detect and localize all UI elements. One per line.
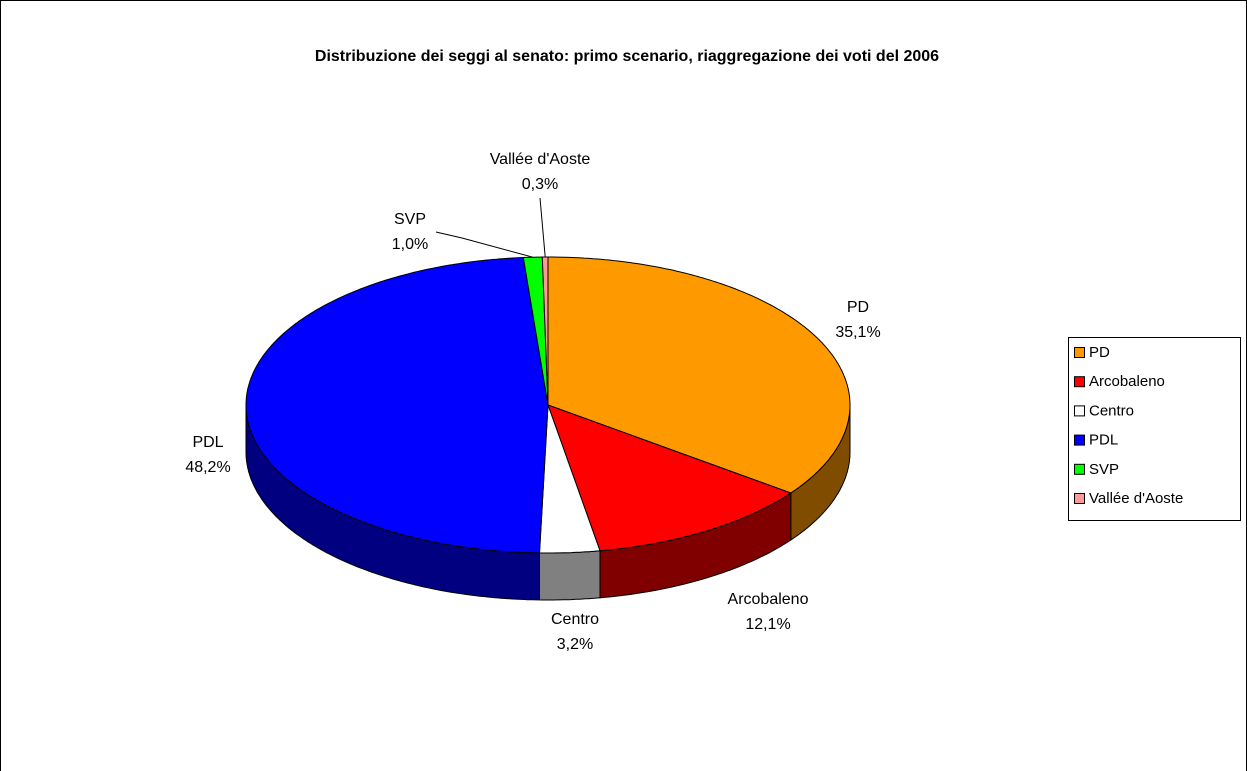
slice-value-label: 48,2% xyxy=(185,459,230,476)
legend-swatch xyxy=(1074,347,1085,358)
pie-top xyxy=(547,256,851,494)
slice-label: SVP xyxy=(394,211,426,228)
pie-top xyxy=(547,404,792,552)
pie-slice xyxy=(245,256,549,601)
pie-slice xyxy=(547,256,851,541)
leader-line xyxy=(539,197,546,258)
slice-label: Vallée d'Aoste xyxy=(490,151,591,168)
slice-value-label: 35,1% xyxy=(835,324,880,341)
pie-top xyxy=(538,404,601,554)
legend-swatch xyxy=(1074,493,1085,504)
legend-swatch xyxy=(1074,405,1085,417)
chart-title: Distribuzione dei seggi al senato: primo… xyxy=(315,48,939,65)
pie-top xyxy=(245,256,549,554)
pie-slice xyxy=(522,256,549,406)
legend-text: PD xyxy=(1089,344,1110,361)
legend-swatch xyxy=(1074,434,1085,446)
pie-top xyxy=(522,256,549,406)
legend-swatch xyxy=(1074,463,1085,475)
slice-label: Centro xyxy=(551,611,599,628)
legend-text: SVP xyxy=(1089,461,1119,478)
pie-side xyxy=(539,550,601,601)
slice-value-label: 3,2% xyxy=(557,636,593,653)
legend-text: PDL xyxy=(1089,432,1118,449)
slice-label: PDL xyxy=(192,434,223,451)
leader-line xyxy=(435,231,533,258)
legend-box xyxy=(1068,337,1241,521)
legend-text: Arcobaleno xyxy=(1089,373,1165,390)
slice-value-label: 0,3% xyxy=(522,176,558,193)
slice-label: PD xyxy=(847,299,869,316)
legend-swatch xyxy=(1074,376,1085,388)
slice-value-label: 1,0% xyxy=(392,236,428,253)
legend-text: Centro xyxy=(1089,402,1134,419)
slice-label: Arcobaleno xyxy=(728,591,809,608)
slice-value-label: 12,1% xyxy=(745,616,790,633)
legend-text: Vallée d'Aoste xyxy=(1089,490,1183,507)
pie-slice xyxy=(547,404,792,599)
pie-slice xyxy=(538,404,601,601)
